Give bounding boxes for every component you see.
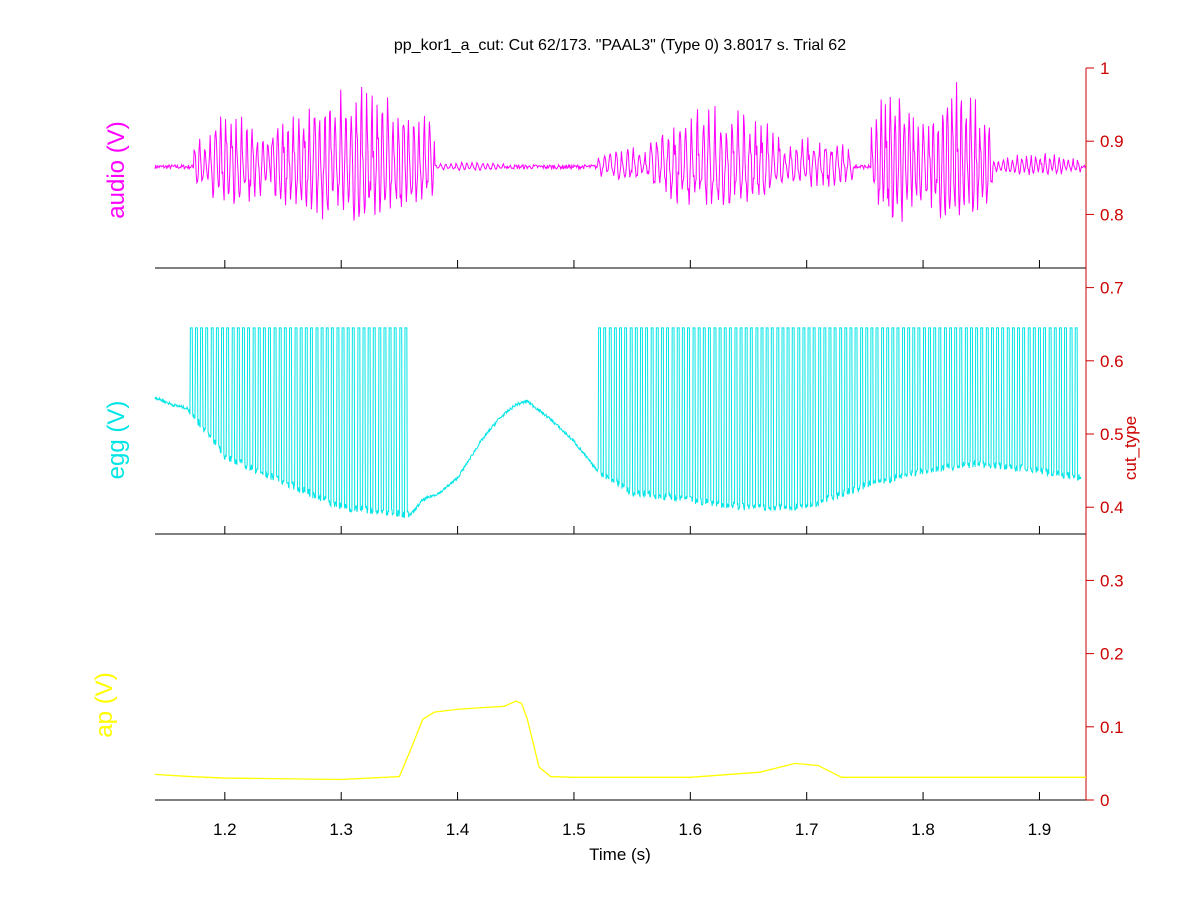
- egg-channel-label: egg (V): [103, 401, 130, 480]
- x-tick-label: 1.9: [1028, 820, 1052, 839]
- right-axis-label: cut_type: [1121, 416, 1140, 480]
- x-tick-label: 1.6: [679, 820, 703, 839]
- x-axis-label: Time (s): [589, 845, 651, 864]
- ap-trace: [154, 700, 1086, 781]
- audio-trace: [154, 82, 1086, 222]
- right-axis-tick-label: 0.4: [1100, 498, 1124, 517]
- right-axis-tick-label: 0.1: [1100, 718, 1124, 737]
- right-axis-tick-label: 1: [1100, 59, 1109, 78]
- right-axis-tick-label: 0.5: [1100, 425, 1124, 444]
- chart-title: pp_kor1_a_cut: Cut 62/173. "PAAL3" (Type…: [394, 37, 846, 54]
- x-tick-label: 1.7: [795, 820, 819, 839]
- audio-channel-label: audio (V): [103, 121, 130, 218]
- right-axis-tick-label: 0.7: [1100, 279, 1124, 298]
- x-tick-label: 1.2: [213, 820, 237, 839]
- right-axis-tick-label: 0.6: [1100, 352, 1124, 371]
- x-tick-label: 1.4: [446, 820, 470, 839]
- signal-traces: [154, 82, 1086, 781]
- right-axis-tick-label: 0.9: [1100, 132, 1124, 151]
- x-tick-label: 1.8: [911, 820, 935, 839]
- x-tick-label: 1.5: [562, 820, 586, 839]
- right-axis-tick-label: 0.2: [1100, 645, 1124, 664]
- right-axis-tick-label: 0.8: [1100, 205, 1124, 224]
- right-axis-tick-label: 0: [1100, 791, 1109, 810]
- x-tick-label: 1.3: [329, 820, 353, 839]
- right-axis-tick-label: 0.3: [1100, 571, 1124, 590]
- egg-trace: [154, 327, 1082, 519]
- axis-labels: 1.2 1.3 1.4 1.5 1.6 1.7 1.8 1.9 0 0.1 0.2 0.3 0.4 0.5…: [213, 59, 1124, 839]
- ap-channel-label: ap (V): [91, 672, 118, 737]
- chart-axes: [155, 67, 1094, 801]
